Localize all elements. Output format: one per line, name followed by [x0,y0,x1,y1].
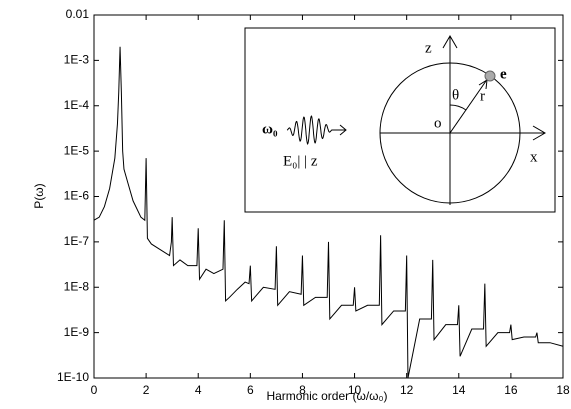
x-tick-label: 2 [143,383,150,397]
y-tick-label: 1E-5 [64,143,90,157]
electron-label: e [500,66,507,82]
y-tick-label: 1E-9 [64,325,90,339]
y-tick-label: 0.01 [66,7,90,21]
x-tick-label: 12 [400,383,414,397]
x-tick-label: 16 [504,383,518,397]
y-axis-label: P(ω) [32,183,46,208]
y-tick-label: 1E-10 [57,370,89,384]
theta-arc [449,104,467,111]
z-arrow [442,35,458,49]
y-tick-label: 1E-3 [64,53,90,67]
x-arrow [532,125,546,141]
electron [484,70,496,82]
x-axis-label: Harmonic order (ω/ω₀) [266,389,387,403]
y-tick-label: 1E-6 [64,189,90,203]
field-label: E₀| | z [283,153,318,169]
y-tick-label: 1E-8 [64,279,90,293]
x-tick-label: 10 [348,383,362,397]
omega-label: ω₀ [262,121,278,137]
r-label: r [480,88,485,104]
inset: ω₀ E₀| | z z x o θ r e [244,27,556,213]
wave-packet [286,115,347,146]
x-tick-label: 4 [195,383,202,397]
x-tick-label: 6 [247,383,254,397]
x-tick-label: 18 [556,383,570,397]
spectrum-line [93,46,564,379]
x-tick-label: 8 [299,383,306,397]
x-label: x [530,149,538,165]
origin-label: o [434,115,442,131]
x-tick-label: 14 [452,383,466,397]
z-label: z [425,40,432,56]
theta-label: θ [452,87,459,103]
radius-vector [449,80,487,134]
y-tick-label: 1E-7 [64,234,90,248]
inset-frame [244,27,556,213]
x-tick-label: 0 [91,383,98,397]
y-tick-label: 1E-4 [64,98,90,112]
